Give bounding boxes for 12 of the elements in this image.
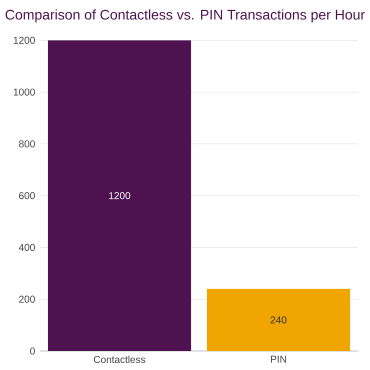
y-tick-label: 800: [19, 140, 35, 148]
y-tick-label: 1000: [14, 88, 35, 96]
x-tick-label: PIN: [270, 356, 286, 363]
y-tick-label: 400: [18, 244, 35, 251]
chart-title: Comparison of Contactless vs. PIN Transactions per Hour: [6, 9, 365, 22]
y-tick-label: 1200: [14, 36, 35, 44]
y-tick-label: 0: [30, 347, 35, 355]
y-tick-label: 200: [19, 296, 35, 303]
data-label: 240: [270, 316, 286, 324]
x-tick-label: Contactless: [94, 356, 146, 364]
y-tick-label: 600: [19, 192, 35, 200]
data-label: 1200: [109, 192, 130, 200]
